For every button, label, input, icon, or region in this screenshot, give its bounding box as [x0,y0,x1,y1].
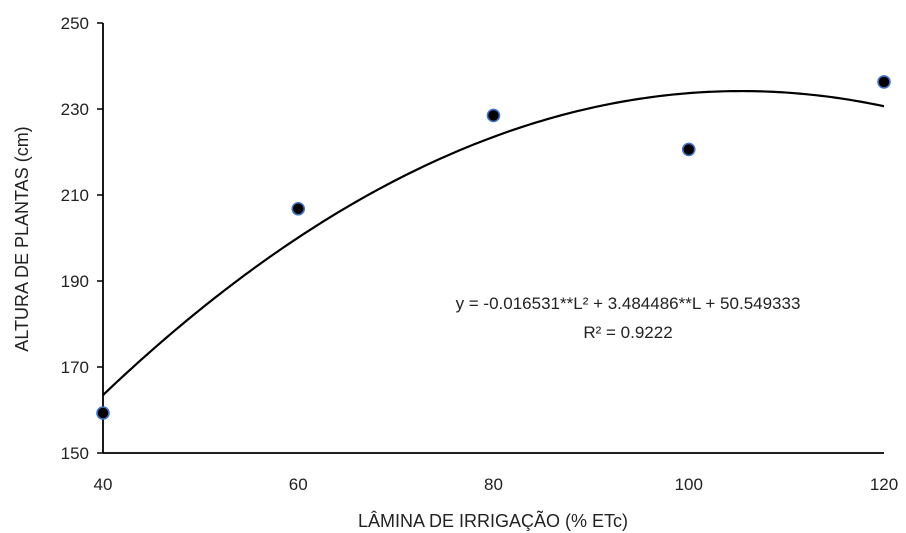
x-tick-label: 60 [289,475,308,494]
x-tick-label: 80 [484,475,503,494]
y-tick-label: 170 [61,358,89,377]
x-axis-label: LÂMINA DE IRRIGAÇÃO (% ETc) [358,510,628,531]
trendline-equation: y = -0.016531**L² + 3.484486**L + 50.549… [456,294,801,313]
data-point [291,201,306,216]
y-tick-labels: 150 170 190 210 230 250 [61,14,103,463]
data-point [96,406,110,420]
x-tick-label: 120 [870,475,898,494]
x-tick-label: 100 [675,475,703,494]
x-tick-labels: 40 60 80 100 120 [94,475,899,494]
data-point [681,142,696,157]
data-points [96,75,891,420]
trendline [102,89,885,396]
x-tick-label: 40 [94,475,113,494]
data-point [486,108,501,123]
y-tick-label: 150 [61,444,89,463]
y-axis-label: ALTURA DE PLANTAS (cm) [12,126,32,351]
axes [102,23,884,454]
y-tick-label: 210 [61,186,89,205]
trendline-r2: R² = 0.9222 [583,323,672,342]
y-tick-label: 190 [61,272,89,291]
data-point [877,75,891,89]
y-tick-label: 230 [61,100,89,119]
y-tick-label: 250 [61,14,89,33]
